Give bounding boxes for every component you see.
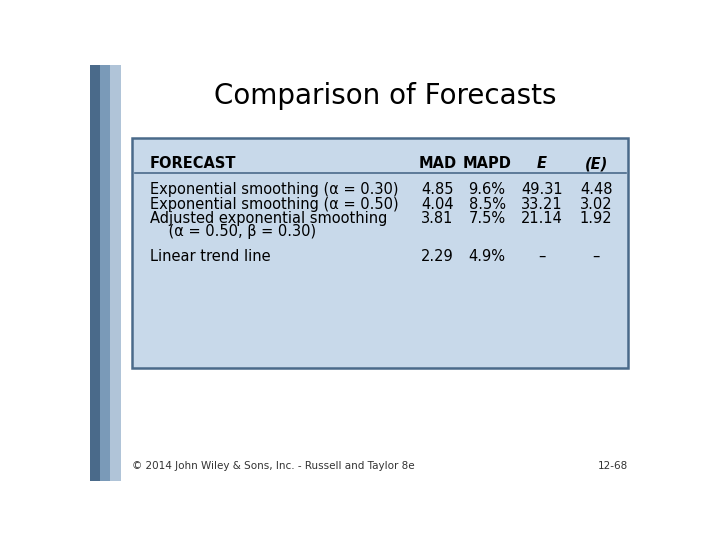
Text: Linear trend line: Linear trend line [150, 248, 271, 264]
Text: 3.81: 3.81 [421, 211, 454, 226]
Text: 12-68: 12-68 [598, 461, 629, 471]
FancyBboxPatch shape [90, 65, 121, 481]
Text: MAD: MAD [418, 156, 456, 171]
Text: 21.14: 21.14 [521, 211, 562, 226]
Text: 3.02: 3.02 [580, 197, 613, 212]
Text: 7.5%: 7.5% [469, 211, 505, 226]
Text: 4.9%: 4.9% [469, 248, 505, 264]
Text: 1.92: 1.92 [580, 211, 613, 226]
FancyBboxPatch shape [132, 138, 629, 368]
Text: 4.48: 4.48 [580, 182, 613, 197]
Text: 2.29: 2.29 [421, 248, 454, 264]
FancyBboxPatch shape [90, 65, 110, 481]
Text: 4.04: 4.04 [421, 197, 454, 212]
Text: (E): (E) [585, 156, 608, 171]
Text: 4.85: 4.85 [421, 182, 454, 197]
Text: E: E [536, 156, 546, 171]
Text: FORECAST: FORECAST [150, 156, 236, 171]
Text: MAPD: MAPD [463, 156, 511, 171]
Text: Comparison of Forecasts: Comparison of Forecasts [215, 82, 557, 110]
Text: Exponential smoothing (α = 0.50): Exponential smoothing (α = 0.50) [150, 197, 398, 212]
Text: Exponential smoothing (α = 0.30): Exponential smoothing (α = 0.30) [150, 182, 398, 197]
FancyBboxPatch shape [90, 65, 100, 481]
Text: © 2014 John Wiley & Sons, Inc. - Russell and Taylor 8e: © 2014 John Wiley & Sons, Inc. - Russell… [132, 461, 415, 471]
Text: 49.31: 49.31 [521, 182, 562, 197]
Text: 8.5%: 8.5% [469, 197, 505, 212]
Text: Adjusted exponential smoothing: Adjusted exponential smoothing [150, 211, 387, 226]
Text: (α = 0.50, β = 0.30): (α = 0.50, β = 0.30) [150, 224, 316, 239]
Text: 33.21: 33.21 [521, 197, 562, 212]
Text: 9.6%: 9.6% [469, 182, 505, 197]
Text: –: – [538, 248, 545, 264]
Text: –: – [593, 248, 600, 264]
